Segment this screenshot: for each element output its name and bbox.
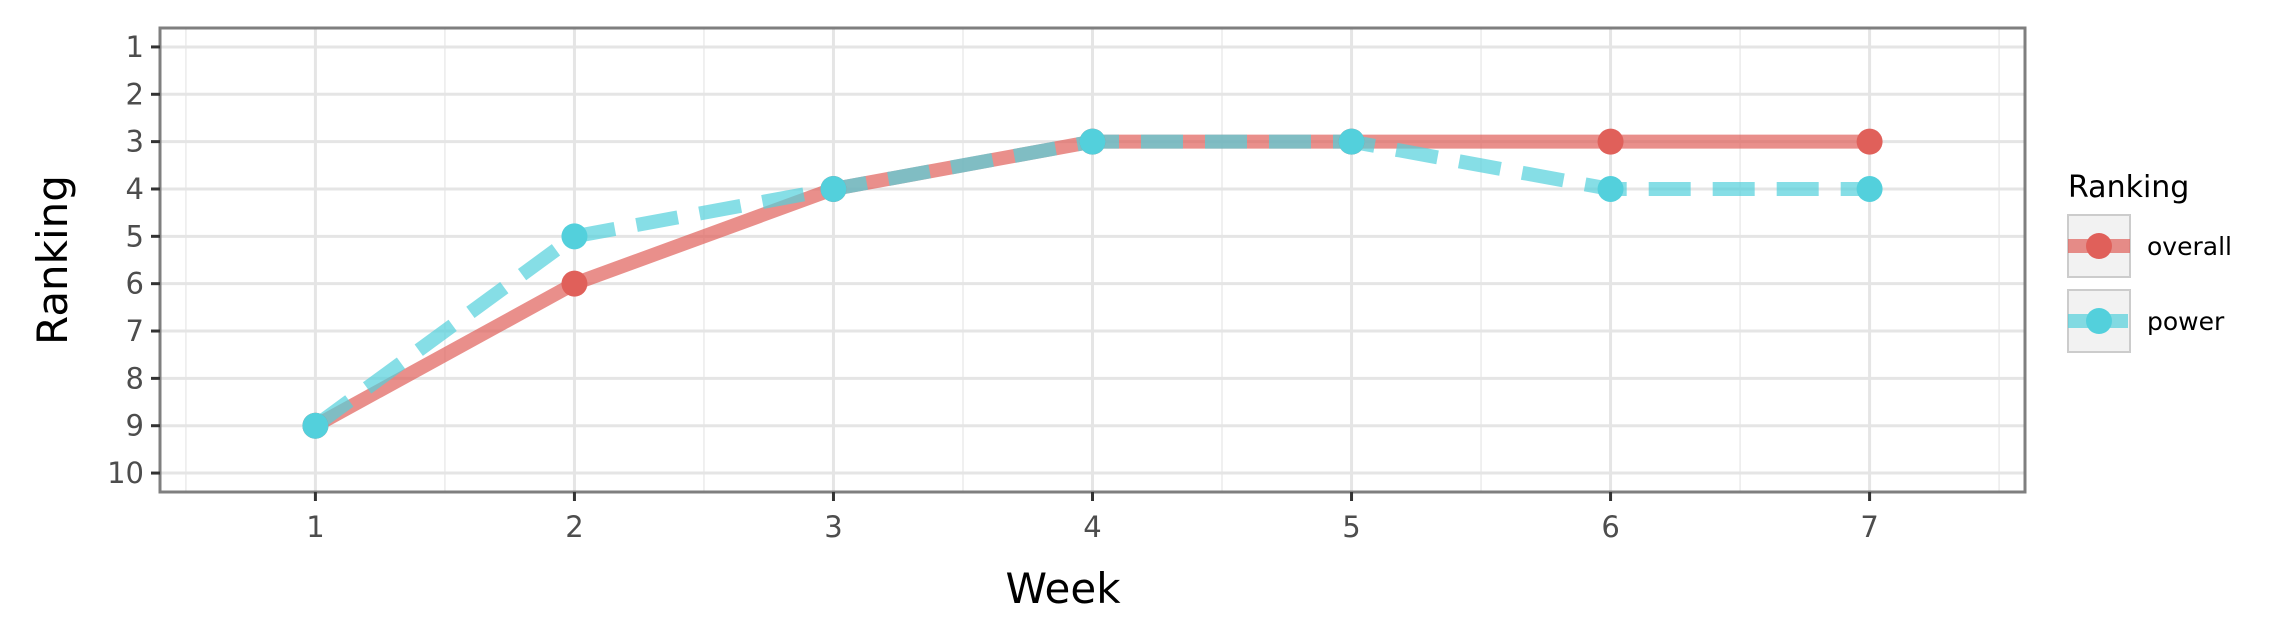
data-point-overall bbox=[1597, 128, 1624, 155]
x-tick-label: 7 bbox=[1860, 510, 1878, 544]
y-tick-label: 7 bbox=[126, 314, 144, 348]
y-tick-label: 5 bbox=[126, 219, 144, 253]
x-axis-title: Week bbox=[1005, 564, 1121, 613]
x-tick-label: 3 bbox=[824, 510, 842, 544]
y-axis-title: Ranking bbox=[28, 175, 77, 345]
legend-label-overall: overall bbox=[2147, 232, 2232, 261]
data-point-power bbox=[1338, 128, 1365, 155]
x-tick-label: 6 bbox=[1601, 510, 1619, 544]
y-tick-label: 4 bbox=[126, 172, 144, 206]
series-points bbox=[302, 128, 1883, 439]
y-tick-label: 3 bbox=[126, 125, 144, 159]
legend-marker-power bbox=[2086, 308, 2112, 334]
x-tick-label: 2 bbox=[565, 510, 583, 544]
x-tick-label: 4 bbox=[1083, 510, 1101, 544]
y-tick-label: 8 bbox=[126, 361, 144, 395]
y-tick-label: 10 bbox=[107, 456, 144, 490]
y-tick-label: 1 bbox=[126, 30, 144, 64]
data-point-overall bbox=[561, 270, 588, 297]
data-point-power bbox=[1856, 175, 1883, 202]
data-point-power bbox=[561, 223, 588, 250]
y-tick-label: 2 bbox=[126, 77, 144, 111]
data-point-power bbox=[820, 175, 847, 202]
data-point-power bbox=[1597, 175, 1624, 202]
data-point-overall bbox=[1856, 128, 1883, 155]
y-tick-label: 6 bbox=[126, 267, 144, 301]
data-point-power bbox=[302, 412, 329, 439]
legend: Ranking overall power bbox=[2067, 170, 2232, 353]
x-tick-label: 5 bbox=[1342, 510, 1360, 544]
legend-marker-overall bbox=[2086, 233, 2112, 259]
legend-label-power: power bbox=[2147, 307, 2225, 336]
legend-title: Ranking bbox=[2068, 170, 2189, 205]
y-tick-label: 9 bbox=[126, 409, 144, 443]
x-tick-label: 1 bbox=[306, 510, 324, 544]
data-point-power bbox=[1079, 128, 1106, 155]
axis-ticks: 1 2 3 4 5 6 7 1 2 3 4 5 6 7 8 9 10 bbox=[107, 30, 1879, 544]
